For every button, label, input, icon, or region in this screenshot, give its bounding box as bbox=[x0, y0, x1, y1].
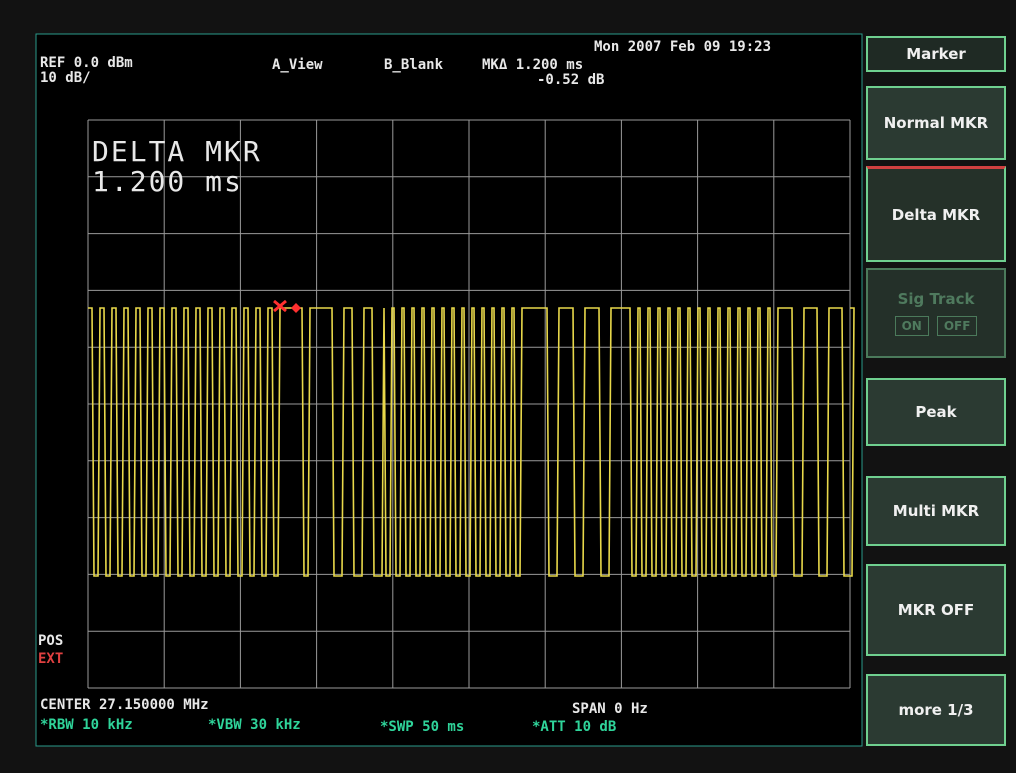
rbw: *RBW 10 kHz bbox=[40, 717, 133, 733]
vbw: *VBW 30 kHz bbox=[208, 717, 301, 733]
datetime: Mon 2007 Feb 09 19:23 bbox=[594, 39, 772, 55]
grid bbox=[87, 119, 851, 689]
annotation-line2: 1.200 ms bbox=[92, 165, 243, 198]
marker-delta-text: MKΔ 1.200 ms bbox=[482, 57, 584, 73]
marker-ref bbox=[273, 299, 287, 313]
softkey[interactable]: more 1/3 bbox=[866, 674, 1006, 746]
option-off: OFF bbox=[936, 316, 978, 336]
center-freq: CENTER 27.150000 MHz bbox=[40, 697, 209, 713]
softkey-disabled: Sig Track ON OFF bbox=[866, 268, 1006, 358]
softkey[interactable]: Peak bbox=[866, 378, 1006, 446]
softkey[interactable]: Normal MKR bbox=[866, 86, 1006, 160]
trace bbox=[88, 307, 855, 577]
softkey[interactable]: Delta MKR bbox=[866, 166, 1006, 262]
trigger-ext: EXT bbox=[38, 651, 64, 667]
option-on: ON bbox=[894, 316, 929, 336]
ref-level: REF 0.0 dBm bbox=[40, 55, 133, 71]
span: SPAN 0 Hz bbox=[572, 701, 648, 717]
annotation-line1: DELTA MKR bbox=[92, 135, 262, 168]
marker-level: -0.52 dB bbox=[537, 72, 605, 88]
view-b: B_Blank bbox=[384, 57, 444, 73]
softkey[interactable]: Multi MKR bbox=[866, 476, 1006, 546]
menu-title: Marker bbox=[866, 36, 1006, 72]
screen-frame bbox=[35, 33, 863, 747]
swp: *SWP 50 ms bbox=[380, 719, 465, 735]
att: *ATT 10 dB bbox=[532, 719, 617, 735]
softkey-label: Sig Track bbox=[897, 290, 975, 308]
scale: 10 dB/ bbox=[40, 70, 91, 86]
view-a: A_View bbox=[272, 57, 323, 73]
softkey[interactable]: MKR OFF bbox=[866, 564, 1006, 656]
marker-delta bbox=[291, 303, 301, 313]
trigger-pos: POS bbox=[38, 633, 64, 649]
